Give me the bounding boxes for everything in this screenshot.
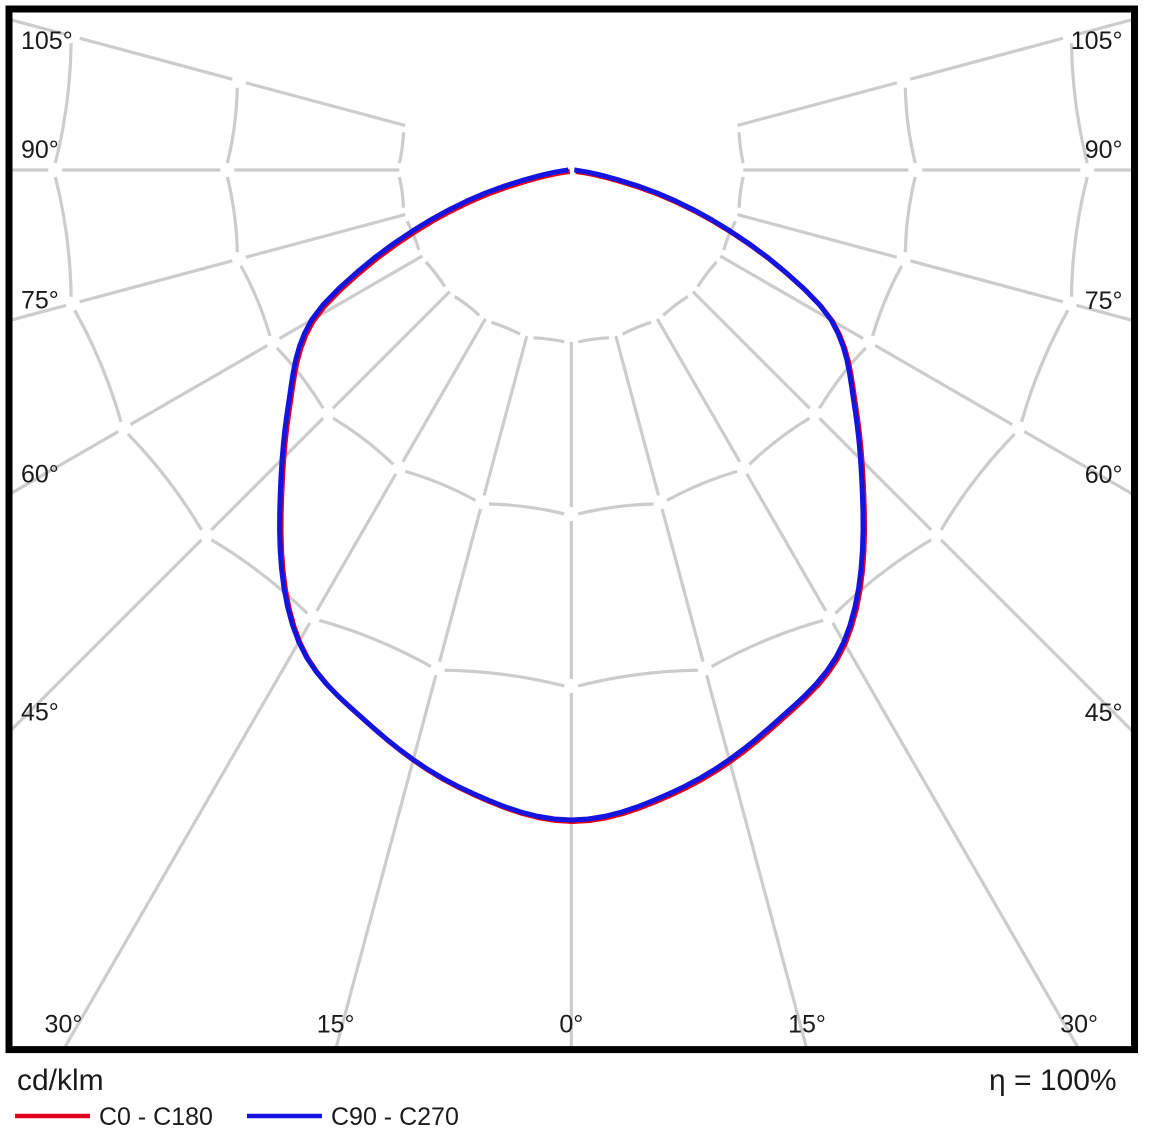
- svg-text:60°: 60°: [21, 461, 59, 489]
- svg-text:cd/klm: cd/klm: [17, 1064, 104, 1097]
- svg-text:0°: 0°: [559, 1011, 583, 1039]
- svg-text:45°: 45°: [1085, 699, 1123, 727]
- svg-text:75°: 75°: [1085, 287, 1123, 315]
- svg-text:15°: 15°: [788, 1011, 826, 1039]
- svg-text:45°: 45°: [21, 698, 59, 726]
- svg-text:30°: 30°: [1060, 1011, 1098, 1039]
- svg-text:90°: 90°: [1085, 136, 1123, 164]
- svg-text:C90 - C270: C90 - C270: [331, 1103, 459, 1131]
- svg-text:η = 100%: η = 100%: [989, 1064, 1117, 1097]
- svg-text:105°: 105°: [1071, 27, 1123, 55]
- svg-text:90°: 90°: [21, 136, 59, 164]
- svg-text:105°: 105°: [21, 27, 73, 55]
- svg-text:15°: 15°: [317, 1011, 355, 1039]
- svg-text:75°: 75°: [21, 287, 59, 315]
- svg-text:C0 - C180: C0 - C180: [99, 1103, 213, 1131]
- svg-text:60°: 60°: [1085, 461, 1123, 489]
- svg-text:30°: 30°: [45, 1011, 83, 1039]
